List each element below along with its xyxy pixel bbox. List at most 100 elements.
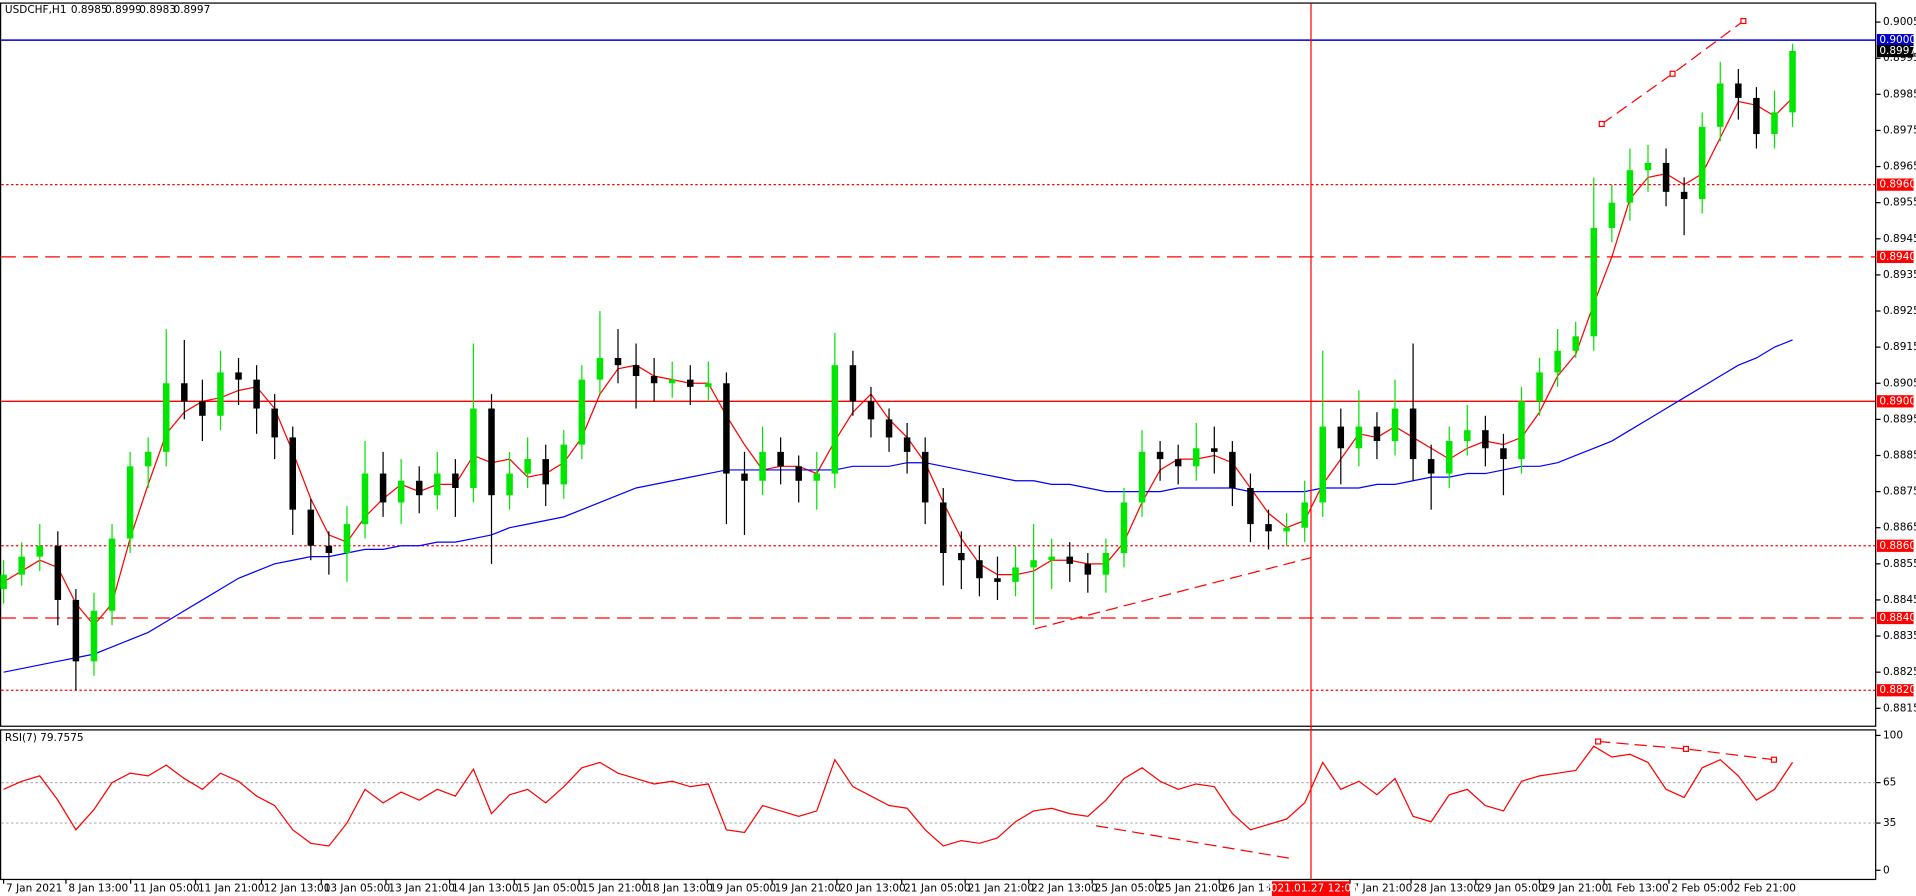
level-tag (1876, 611, 1914, 625)
y-tick-label: 0.8885 (1883, 449, 1916, 461)
rsi-y-tick-label: 65 (1883, 777, 1896, 789)
level-tag (1876, 684, 1914, 697)
x-tick-label: 8 Jan 13:00 (68, 883, 128, 895)
candle-body (1427, 459, 1435, 474)
candle-body (1409, 408, 1417, 460)
candle-body (1753, 97, 1760, 135)
candle-body (1445, 441, 1453, 474)
candle-body (235, 372, 242, 380)
x-tick-label: 25 Jan 21:00 (1158, 883, 1224, 895)
candle-body (1735, 83, 1742, 98)
candle-body (831, 365, 839, 474)
candle-body (560, 444, 568, 485)
candle-body (813, 473, 821, 481)
candle-body (0, 574, 7, 590)
candle-body (1572, 336, 1579, 351)
y-tick-label: 0.8825 (1883, 666, 1916, 678)
candle-body (379, 473, 387, 503)
rsi-title: RSI(7) 79.7575 (5, 732, 84, 744)
trendline (1598, 740, 1775, 761)
y-tick-label: 0.8835 (1883, 630, 1916, 642)
candle-body (1265, 524, 1272, 532)
last-price-tag (1876, 44, 1914, 58)
candle-body (1500, 448, 1507, 460)
moving-average (3, 339, 1793, 673)
candle-body (1012, 567, 1019, 582)
rsi-panel-frame (0, 729, 1877, 881)
candle-body (1771, 112, 1778, 135)
y-tick-label: 0.8965 (1883, 161, 1916, 173)
candle-body (470, 408, 477, 488)
level-tag (1876, 178, 1914, 191)
x-tick-label: 21 Jan 05:00 (904, 883, 970, 895)
candle-body (1192, 448, 1200, 467)
candle-body (1373, 426, 1381, 442)
last-price-label: 0.8997 (1879, 45, 1916, 57)
rsi-y-tick-label: 100 (1883, 729, 1903, 741)
y-tick-label: 0.8815 (1883, 702, 1916, 714)
x-tick-label: 29 Jan 21:00 (1542, 883, 1608, 895)
y-tick-label: 0.9005 (1883, 16, 1916, 28)
trendline-anchor (1598, 120, 1605, 128)
candle-body (1789, 50, 1796, 113)
candle-body (777, 451, 784, 467)
y-tick-label: 0.8865 (1883, 522, 1916, 534)
candle-body (1536, 372, 1543, 402)
candle-body (1626, 170, 1634, 203)
candle-body (759, 451, 766, 481)
candle-body (976, 560, 983, 579)
candle-body (1301, 502, 1308, 528)
candle-body (1644, 162, 1652, 171)
candle-body (1174, 459, 1182, 467)
x-tick-label: 12 Jan 13:00 (264, 883, 330, 895)
candle-body (668, 379, 676, 384)
candle-body (488, 408, 495, 496)
x-tick-label: 2 Feb 21:00 (1734, 883, 1796, 895)
candle-body (1608, 202, 1616, 228)
level-tag-label: 0.8940 (1879, 251, 1916, 263)
candle-body (596, 357, 604, 380)
y-tick-label: 0.8975 (1883, 124, 1916, 136)
candle-body (72, 599, 80, 662)
candle-body (1211, 448, 1218, 452)
candle-body (524, 459, 531, 474)
trendline-anchor (1682, 745, 1689, 752)
candle-body (217, 372, 224, 416)
crosshair-label-box (1271, 881, 1351, 896)
x-tick-label: 7 Jan 21:00 (1352, 883, 1412, 895)
candle-body (1084, 563, 1092, 575)
candle-body (1717, 83, 1724, 127)
candle-body (162, 383, 170, 452)
y-tick-label: 0.8955 (1883, 197, 1916, 209)
ohlc-high: 0.8999 (105, 4, 142, 16)
level-tag-label: 0.8900 (1879, 395, 1916, 407)
candle-body (1138, 451, 1146, 503)
candle-body (199, 401, 206, 416)
level-tag (1876, 395, 1914, 408)
level-tag (1876, 34, 1914, 47)
ohlc-open: 0.8985 (71, 4, 108, 16)
candle-body (1698, 126, 1706, 200)
candle-body (1066, 556, 1074, 564)
candle-body (903, 437, 911, 452)
candle-body (1030, 560, 1037, 568)
x-tick-label: 20 Jan 13:00 (839, 883, 905, 895)
level-tag-label: 0.8820 (1879, 684, 1916, 696)
y-tick-label: 0.8985 (1883, 88, 1916, 100)
level-tag-label: 0.9000 (1879, 34, 1916, 46)
x-tick-label: 29 Jan 05:00 (1478, 883, 1544, 895)
trendline (1034, 557, 1312, 630)
ohlc-close: 0.8997 (174, 4, 211, 16)
level-tag-label: 0.8860 (1879, 540, 1916, 552)
x-tick-label: 19 Jan 21:00 (775, 883, 841, 895)
x-tick-label: 19 Jan 05:00 (710, 883, 776, 895)
candle-body (181, 383, 188, 402)
x-tick-label: 25 Jan 05:00 (1095, 883, 1161, 895)
y-tick-label: 0.8915 (1883, 341, 1916, 353)
candle-body (885, 419, 893, 438)
candle-body (867, 401, 875, 420)
candle-body (1247, 487, 1254, 525)
candle-body (18, 556, 25, 575)
y-tick-label: 0.8935 (1883, 269, 1916, 281)
